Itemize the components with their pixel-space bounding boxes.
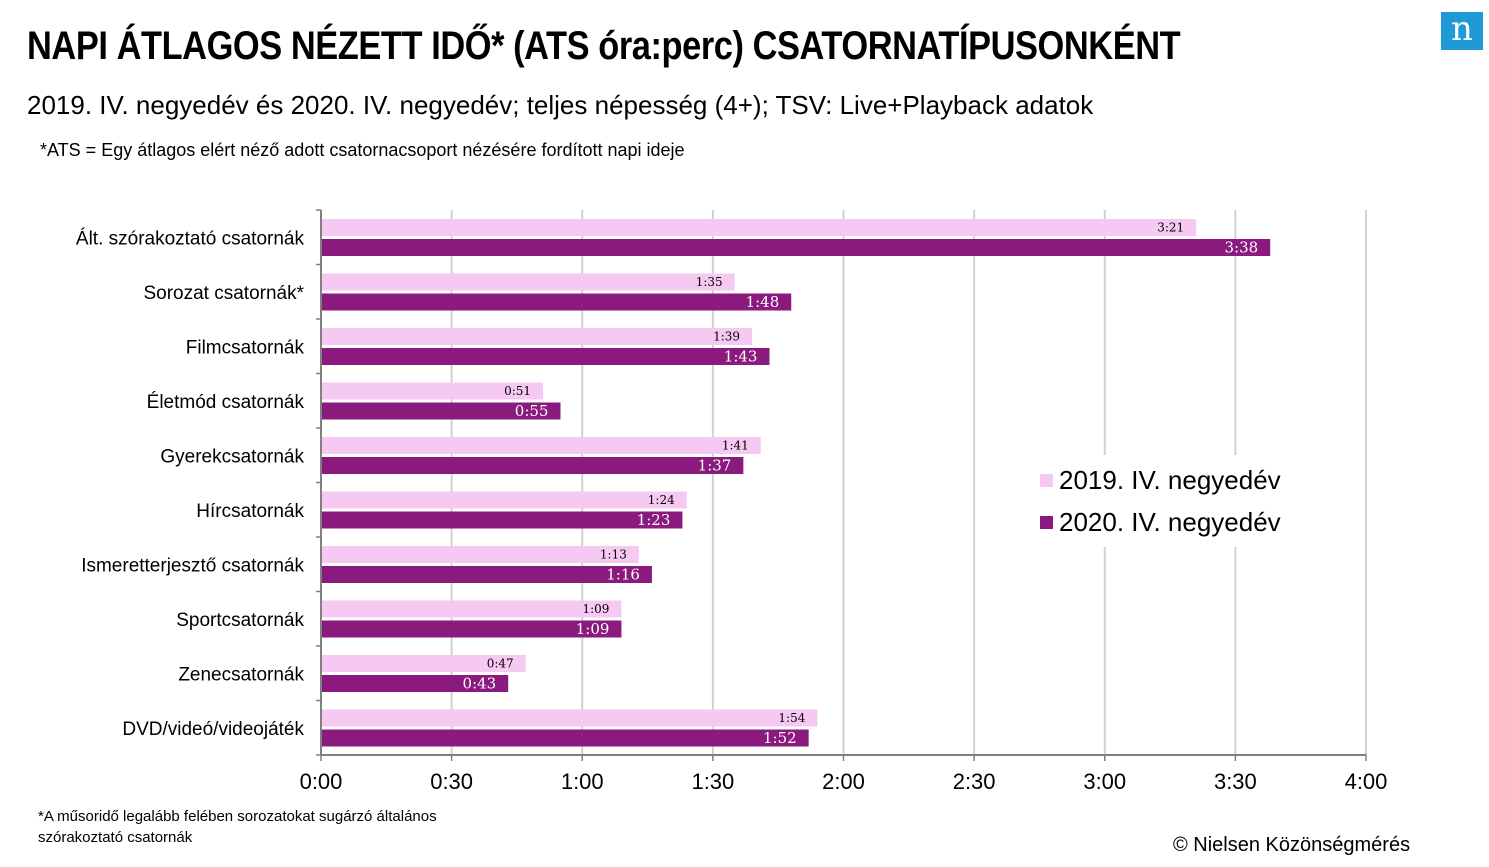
data-label: 1:35 <box>696 275 723 289</box>
data-label: 3:21 <box>1157 221 1184 235</box>
x-tick-label: 1:30 <box>691 769 734 794</box>
legend-swatch-2019 <box>1040 473 1053 487</box>
copyright: © Nielsen Közönségmérés <box>1173 834 1411 856</box>
bar-2019 <box>322 655 526 672</box>
bar-2019 <box>322 219 1197 236</box>
bar-2019 <box>322 546 639 563</box>
x-tick-label: 3:30 <box>1214 769 1257 794</box>
category-label: Zenecsatornák <box>178 664 304 685</box>
data-label: 1:54 <box>778 711 805 725</box>
legend-label-2019: 2019. IV. negyedév <box>1059 464 1281 495</box>
x-tick-label: 4:00 <box>1345 769 1388 794</box>
legend-item-2020: 2020. IV. negyedév <box>1040 501 1281 543</box>
data-label: 1:48 <box>746 293 780 311</box>
category-label: Életmód csatornák <box>147 392 305 413</box>
bar-2019 <box>322 709 818 727</box>
legend-item-2019: 2019. IV. negyedév <box>1040 459 1281 501</box>
data-label: 1:09 <box>576 620 610 638</box>
category-label: Sportcsatornák <box>176 610 304 631</box>
nielsen-logo: n <box>1441 12 1483 50</box>
x-tick-label: 2:30 <box>953 769 996 794</box>
category-label: Gyerekcsatornák <box>160 446 304 467</box>
category-label: Ált. szórakoztató csatornák <box>76 228 305 249</box>
x-tick-label: 1:00 <box>561 769 604 794</box>
legend-label-2020: 2020. IV. negyedév <box>1059 506 1281 537</box>
data-label: 0:43 <box>463 675 497 693</box>
data-label: 1:09 <box>582 602 609 616</box>
data-label: 1:39 <box>713 330 740 344</box>
bar-2020 <box>322 293 792 311</box>
data-label: 1:52 <box>763 729 797 747</box>
data-label: 1:24 <box>648 493 675 507</box>
data-label: 0:55 <box>515 402 549 420</box>
bar-2019 <box>322 600 622 618</box>
bar-2019 <box>322 328 753 345</box>
data-label: 0:51 <box>504 384 531 398</box>
bar-2020 <box>322 729 809 747</box>
data-label: 1:23 <box>637 511 671 529</box>
category-label: Hírcsatornák <box>196 501 304 522</box>
x-tick-label: 2:00 <box>822 769 865 794</box>
bar-2019 <box>322 437 761 454</box>
x-tick-label: 0:30 <box>430 769 473 794</box>
bar-2020 <box>322 239 1271 256</box>
bar-2020 <box>322 675 509 692</box>
category-label: Filmcsatornák <box>186 337 305 358</box>
category-label: Ismeretterjesztő csatornák <box>81 555 304 576</box>
category-label: Sorozat csatornák* <box>143 283 304 304</box>
data-label: 1:13 <box>600 548 627 562</box>
bar-2020 <box>322 402 561 420</box>
chart-legend: 2019. IV. negyedév 2020. IV. negyedév <box>1030 455 1291 547</box>
data-label: 1:41 <box>722 439 749 453</box>
data-label: 3:38 <box>1225 239 1259 257</box>
x-tick-label: 0:00 <box>300 769 343 794</box>
bar-2019 <box>322 273 735 291</box>
bar-2020 <box>322 566 652 583</box>
data-label: 1:16 <box>606 566 640 584</box>
legend-swatch-2020 <box>1040 515 1053 529</box>
ats-definition-note: *ATS = Egy átlagos elért néző adott csat… <box>40 140 685 160</box>
page-subtitle: 2019. IV. negyedév és 2020. IV. negyedév… <box>27 90 1094 120</box>
x-tick-label: 3:00 <box>1083 769 1126 794</box>
data-label: 1:37 <box>698 457 732 475</box>
data-label: 1:43 <box>724 348 758 366</box>
bar-2020 <box>322 620 622 638</box>
data-label: 0:47 <box>487 657 514 671</box>
bar-2019 <box>322 382 544 400</box>
bar-2020 <box>322 511 683 529</box>
category-label: DVD/videó/videojáték <box>122 719 304 740</box>
footnote: *A műsoridő legalább felében sorozatokat… <box>38 808 437 846</box>
bar-2020 <box>322 457 744 474</box>
page-title: NAPI ÁTLAGOS NÉZETT IDŐ* (ATS óra:perc) … <box>27 24 1181 68</box>
bar-2019 <box>322 491 687 509</box>
bar-2020 <box>322 348 770 365</box>
